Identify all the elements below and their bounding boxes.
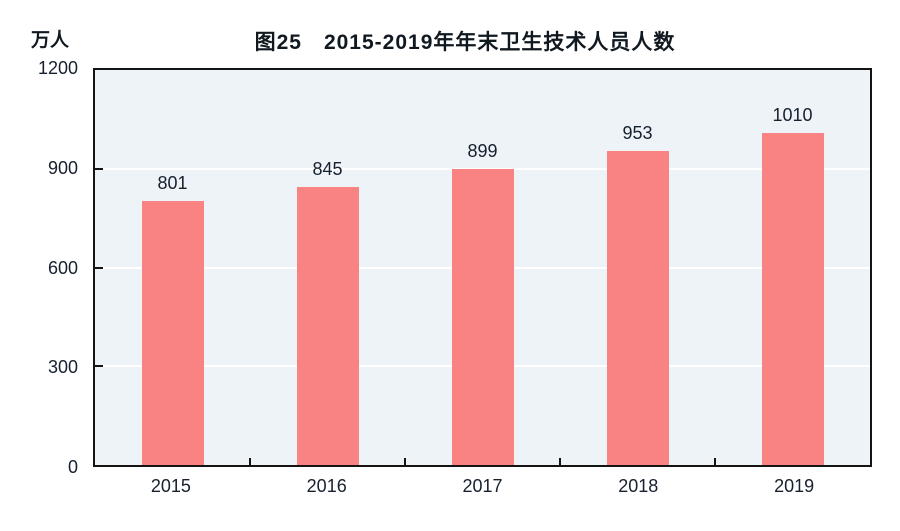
y-tick-label-0: 0	[67, 457, 78, 477]
x-tick-label-2019: 2019	[774, 476, 815, 496]
y-axis-unit-label: 万人	[31, 30, 70, 51]
x-tick-label-2018: 2018	[618, 476, 659, 496]
bar-2016	[296, 186, 359, 465]
x-axis-tick-2	[404, 458, 406, 465]
bar-value-label-2019: 1010	[772, 104, 813, 125]
y-tick-label-900: 900	[47, 157, 78, 178]
y-axis-tick-900	[95, 167, 103, 170]
bar-2018	[606, 151, 669, 465]
bar-cell-2017: 899	[405, 70, 560, 465]
bar-series: 801 845 899 953 1010	[95, 70, 870, 465]
x-tick-label-2017: 2017	[462, 476, 503, 496]
y-tick-label-300: 300	[47, 357, 78, 378]
y-axis-tick-300	[95, 365, 103, 368]
x-tick-label-2015: 2015	[150, 476, 191, 496]
x-axis-tick-4	[714, 458, 716, 465]
y-axis-tick-600	[95, 266, 103, 269]
bar-value-label-2018: 953	[622, 123, 653, 144]
x-tick-label-2016: 2016	[306, 476, 347, 496]
bar-value-label-2017: 899	[467, 141, 498, 162]
bar-2019	[761, 132, 824, 465]
gridline-900	[95, 167, 870, 170]
bar-2015	[141, 201, 204, 465]
y-axis-labels: 0 300 600 900 1200	[0, 58, 80, 477]
x-axis-tick-1	[249, 458, 251, 465]
bar-cell-2016: 845	[250, 70, 405, 465]
bar-cell-2015: 801	[95, 70, 250, 465]
y-tick-label-600: 600	[47, 257, 78, 278]
y-tick-label-1200: 1200	[37, 58, 78, 78]
x-axis-tick-3	[559, 458, 561, 465]
plot-area: 801 845 899 953 1010	[93, 68, 872, 467]
chart-title: 图25 2015-2019年年末卫生技术人员人数	[254, 31, 676, 54]
x-axis-labels: 2015 2016 2017 2018 2019	[93, 476, 872, 497]
bar-cell-2018: 953	[560, 70, 715, 465]
bar-2017	[451, 169, 514, 465]
plot-inner: 801 845 899 953 1010	[95, 70, 870, 465]
bar-value-label-2015: 801	[157, 173, 188, 194]
bar-cell-2019: 1010	[715, 70, 870, 465]
bar-value-label-2016: 845	[312, 158, 343, 179]
